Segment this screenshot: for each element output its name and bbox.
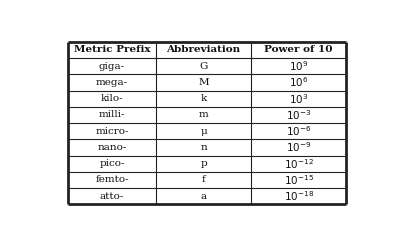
Text: milli-: milli- xyxy=(99,110,125,120)
Bar xyxy=(68,156,346,172)
Text: a: a xyxy=(201,192,207,201)
Text: μ: μ xyxy=(200,127,207,136)
Bar xyxy=(68,107,346,123)
Text: Power of 10: Power of 10 xyxy=(264,45,333,54)
Text: giga-: giga- xyxy=(99,62,125,71)
Text: M: M xyxy=(198,78,209,87)
Text: $10^{6}$: $10^{6}$ xyxy=(289,76,308,89)
Text: Abbreviation: Abbreviation xyxy=(166,45,241,54)
Text: f: f xyxy=(202,175,205,185)
Bar xyxy=(68,123,346,139)
Text: femto-: femto- xyxy=(95,175,129,185)
Bar xyxy=(68,90,346,107)
Text: G: G xyxy=(199,62,208,71)
Bar xyxy=(68,42,346,58)
Text: k: k xyxy=(201,94,207,103)
Text: $10^{-15}$: $10^{-15}$ xyxy=(284,173,314,187)
Bar xyxy=(68,188,346,204)
Text: m: m xyxy=(199,110,209,120)
Text: $10^{9}$: $10^{9}$ xyxy=(289,59,308,73)
Text: $10^{-12}$: $10^{-12}$ xyxy=(284,157,314,171)
Text: $10^{3}$: $10^{3}$ xyxy=(289,92,308,106)
Text: nano-: nano- xyxy=(97,143,127,152)
Text: micro-: micro- xyxy=(95,127,129,136)
Text: $10^{-9}$: $10^{-9}$ xyxy=(286,141,311,154)
Text: Metric Prefix: Metric Prefix xyxy=(74,45,150,54)
Text: atto-: atto- xyxy=(100,192,124,201)
Text: kilo-: kilo- xyxy=(101,94,123,103)
Text: pico-: pico- xyxy=(99,159,125,168)
Bar xyxy=(68,58,346,74)
Bar xyxy=(68,139,346,156)
Text: $10^{-18}$: $10^{-18}$ xyxy=(284,189,314,203)
Text: mega-: mega- xyxy=(96,78,128,87)
Text: n: n xyxy=(200,143,207,152)
Text: $10^{-6}$: $10^{-6}$ xyxy=(286,124,311,138)
Bar xyxy=(68,74,346,90)
Text: p: p xyxy=(200,159,207,168)
Bar xyxy=(68,172,346,188)
Text: $10^{-3}$: $10^{-3}$ xyxy=(286,108,311,122)
